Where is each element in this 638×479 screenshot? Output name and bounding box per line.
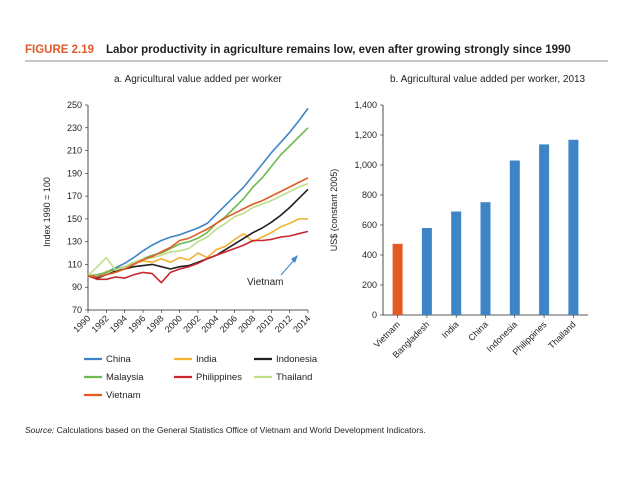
x-tick-label: China (466, 319, 490, 343)
panel-b-title: b. Agricultural value added per worker, … (390, 74, 586, 85)
y-tick-label: 230 (67, 123, 82, 133)
y-tick-label: 190 (67, 168, 82, 178)
y-tick-label: 0 (372, 310, 377, 320)
y-tick-label: 400 (362, 250, 377, 260)
y-tick-label: 1,400 (354, 100, 377, 110)
bar-bangladesh (421, 228, 432, 315)
series-line-vietnam (87, 177, 309, 278)
panel-a-title: a. Agricultural value added per worker (114, 74, 283, 85)
bar-india (451, 211, 462, 315)
legend-label-thailand: Thailand (276, 372, 312, 383)
legend-label-china: China (106, 354, 132, 365)
y-tick-label: 1,000 (354, 160, 377, 170)
x-tick-label: 1994 (108, 313, 129, 334)
bar-indonesia (509, 160, 520, 315)
annotation-arrow (280, 255, 298, 276)
y-tick-label: 200 (362, 280, 377, 290)
y-tick-label: 70 (72, 305, 82, 315)
x-tick-label: 1996 (126, 313, 147, 334)
legend-label-indonesia: Indonesia (276, 354, 318, 365)
bar-thailand (568, 139, 579, 315)
legend-label-malaysia: Malaysia (106, 372, 144, 383)
bar-china (480, 202, 491, 315)
series-line-thailand (87, 182, 309, 277)
source-note: Source: Calculations based on the Genera… (25, 425, 426, 435)
bar-philippines (539, 144, 550, 315)
x-tick-label: 2008 (236, 313, 257, 334)
y-tick-label: 170 (67, 191, 82, 201)
panel-a-y-axis-label: Index 1990 = 100 (42, 177, 52, 247)
x-tick-label: 2014 (291, 313, 312, 334)
x-tick-label: 1990 (71, 313, 92, 334)
panel-a-legend: China India Indonesia Malaysia Philippines Th… (84, 354, 318, 401)
y-tick-label: 1,200 (354, 130, 377, 140)
y-tick-label: 130 (67, 237, 82, 247)
x-tick-label: 2000 (163, 313, 184, 334)
figure-number: FIGURE 2.19 (25, 44, 94, 56)
line-chart-panel-a: 70 90 110 130 150 170 190 210 230 250 199019921994… (67, 100, 312, 335)
x-tick-label: 2010 (255, 313, 276, 334)
x-tick-label: 2002 (181, 313, 202, 334)
series-line-china (87, 107, 309, 278)
y-tick-label: 210 (67, 146, 82, 156)
x-tick-label: 2012 (273, 313, 294, 334)
y-tick-label: 110 (68, 259, 82, 269)
x-tick-label: India (440, 319, 461, 340)
y-tick-label: 600 (362, 220, 377, 230)
panel-b-y-axis-label: US$ (constant 2005) (329, 169, 339, 252)
x-tick-label: Thailand (546, 319, 577, 350)
y-tick-label: 90 (72, 282, 82, 292)
y-tick-label: 150 (67, 214, 82, 224)
y-tick-label: 250 (67, 100, 82, 110)
x-tick-label: 2004 (200, 313, 221, 334)
x-tick-label: 1992 (90, 313, 111, 334)
legend-label-vietnam: Vietnam (106, 390, 141, 401)
bar-vietnam (392, 243, 403, 316)
y-tick-label: 800 (362, 190, 377, 200)
bar-chart-panel-b: 02004006008001,0001,2001,400VietnamBangl… (354, 100, 588, 360)
x-tick-label: 1998 (145, 313, 166, 334)
x-tick-label: 2006 (218, 313, 239, 334)
series-line-philippines (87, 230, 309, 284)
vietnam-annotation: Vietnam (247, 277, 284, 288)
legend-label-philippines: Philippines (196, 372, 242, 383)
figure-title: Labor productivity in agriculture remain… (106, 44, 571, 56)
legend-label-india: India (196, 354, 217, 365)
